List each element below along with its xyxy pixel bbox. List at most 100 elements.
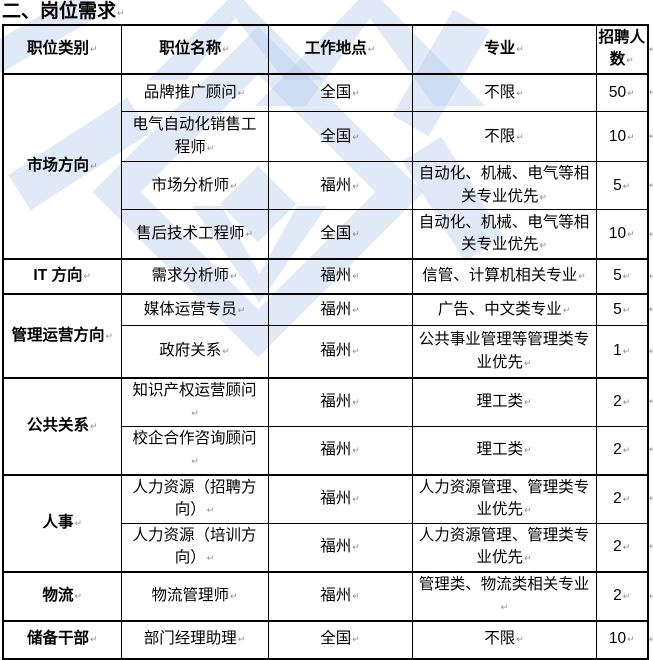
paragraph-mark: ↵ xyxy=(622,397,631,408)
position-name-cell: 部门经理助理↵ xyxy=(120,619,269,660)
row-end-mark: ↵ xyxy=(649,541,653,551)
major-cell: 理工类↵ xyxy=(411,376,597,427)
work-location-cell: 福州↵ xyxy=(267,161,413,211)
major-cell: 自动化、机械、电气等相关专业优先↵ xyxy=(411,161,597,211)
paragraph-mark: ↵ xyxy=(89,421,98,432)
row-end-mark: ↵ xyxy=(649,180,653,190)
paragraph-mark: ↵ xyxy=(627,131,635,142)
major-cell: 广告、中文类专业↵ xyxy=(411,292,597,327)
paragraph-mark: ↵ xyxy=(500,602,509,613)
paragraph-mark: ↵ xyxy=(622,590,631,601)
headcount-cell: 10↵ xyxy=(595,111,649,163)
major-cell: 公共事业管理等管理类专业优先↵ xyxy=(411,325,597,379)
paragraph-mark: ↵ xyxy=(206,505,215,516)
paragraph-mark: ↵ xyxy=(352,590,360,601)
paragraph-mark: ↵ xyxy=(245,228,254,239)
table-row: 校企合作咨询顾问↵ 福州↵ 理工类↵ 2↵ xyxy=(3,425,649,476)
headcount-cell: 2↵ xyxy=(595,473,649,524)
category-cell: 物流↵ xyxy=(2,570,122,622)
major-cell: 人力资源管理、管理类专业优先↵ xyxy=(411,473,597,524)
paragraph-mark: ↵ xyxy=(622,445,631,456)
paragraph-mark: ↵ xyxy=(622,493,631,504)
paragraph-mark: ↵ xyxy=(191,408,199,419)
row-end-mark: ↵ xyxy=(649,346,653,356)
table-row: 公共关系↵ 知识产权运营顾问↵ 福州↵ 理工类↵ 2↵ xyxy=(2,376,649,476)
row-end-mark: ↵ xyxy=(649,131,653,141)
row-end-mark: ↵ xyxy=(649,590,653,601)
table-row: 物流↵ 物流管理师↵ 福州↵ 管理类、物流类相关专业↵ 2↵ xyxy=(2,570,649,622)
row-end-mark: ↵ xyxy=(649,444,653,454)
table-row: 电气自动化销售工程师↵ 全国↵ 不限↵ 10↵ xyxy=(3,111,649,163)
row-end-mark: ↵ xyxy=(649,228,653,239)
header-headcount: 招聘人数↵ xyxy=(595,24,649,75)
paragraph-mark: ↵ xyxy=(627,634,635,645)
paragraph-mark: ↵ xyxy=(352,180,360,191)
job-requirements-table: 职位类别↵ 职位名称↵ 工作地点↵ 专业↵ 招聘人数↵ 市场方向↵ 品牌推广顾问↵… xyxy=(2,24,649,660)
paragraph-mark: ↵ xyxy=(74,590,83,601)
paragraph-mark: ↵ xyxy=(105,330,114,341)
row-end-mark: ↵ xyxy=(649,270,653,281)
category-cell: 储备干部↵ xyxy=(2,619,122,660)
section-title-text: 二、岗位需求 xyxy=(2,1,117,22)
paragraph-mark: ↵ xyxy=(229,180,238,191)
table-row: 市场方向↵ 品牌推广顾问↵ 全国↵ 不限↵ 50↵ xyxy=(2,72,649,260)
paragraph-mark: ↵ xyxy=(516,131,524,142)
paragraph-mark: ↵ xyxy=(516,44,524,55)
work-location-cell: 全国↵ xyxy=(267,72,413,113)
headcount-cell: 5↵ xyxy=(595,257,649,295)
paragraph-mark: ↵ xyxy=(622,271,631,282)
table-row: 政府关系↵ 福州↵ 公共事业管理等管理类专业优先↵ 1↵ xyxy=(3,325,649,379)
paragraph-mark: ↵ xyxy=(523,445,532,456)
paragraph-mark: ↵ xyxy=(83,271,92,282)
row-end-mark: ↵ xyxy=(649,634,653,644)
paragraph-mark: ↵ xyxy=(352,445,360,456)
paragraph-mark: ↵ xyxy=(622,304,631,315)
paragraph-mark: ↵ xyxy=(206,553,215,564)
paragraph-mark: ↵ xyxy=(352,271,360,282)
row-end-mark: ↵ xyxy=(649,396,653,406)
header-category: 职位类别↵ xyxy=(2,24,122,75)
paragraph-mark: ↵ xyxy=(117,8,125,18)
major-cell: 不限↵ xyxy=(411,72,597,113)
paragraph-mark: ↵ xyxy=(622,541,631,552)
headcount-cell: 5↵ xyxy=(595,292,649,327)
major-cell: 人力资源管理、管理类专业优先↵ xyxy=(411,522,597,573)
work-location-cell: 福州↵ xyxy=(267,570,413,622)
paragraph-mark: ↵ xyxy=(89,634,98,645)
headcount-cell: 10↵ xyxy=(595,619,649,660)
paragraph-mark: ↵ xyxy=(627,87,635,98)
paragraph-mark: ↵ xyxy=(229,590,238,601)
major-cell: 不限↵ xyxy=(411,619,597,660)
work-location-cell: 福州↵ xyxy=(267,425,413,476)
paragraph-mark: ↵ xyxy=(89,161,98,172)
paragraph-mark: ↵ xyxy=(352,541,360,552)
headcount-cell: 2↵ xyxy=(595,522,649,573)
table-row: IT 方向↵ 需求分析师↵ 福州↵ 信管、计算机相关专业↵ 5↵ xyxy=(2,257,649,295)
headcount-cell: 50↵ xyxy=(595,72,649,113)
paragraph-mark: ↵ xyxy=(523,397,532,408)
row-end-mark: ↵ xyxy=(649,43,653,54)
position-name-cell: 市场分析师↵ xyxy=(120,161,269,211)
table-row: 人事↵ 人力资源（招聘方向）↵ 福州↵ 人力资源管理、管理类专业优先↵ 2↵ xyxy=(2,473,649,573)
paragraph-mark: ↵ xyxy=(539,191,548,202)
category-cell: IT 方向↵ xyxy=(2,257,122,295)
paragraph-mark: ↵ xyxy=(352,346,360,357)
paragraph-mark: ↵ xyxy=(627,228,635,239)
section-title: 二、岗位需求↵ xyxy=(2,0,125,25)
work-location-cell: 福州↵ xyxy=(267,376,413,427)
paragraph-mark: ↵ xyxy=(229,271,238,282)
paragraph-mark: ↵ xyxy=(352,87,360,98)
paragraph-mark: ↵ xyxy=(237,87,246,98)
position-name-cell: 电气自动化销售工程师↵ xyxy=(120,111,269,163)
paragraph-mark: ↵ xyxy=(539,240,548,251)
position-name-cell: 知识产权运营顾问↵ xyxy=(120,376,269,427)
major-cell: 管理类、物流类相关专业↵ xyxy=(411,570,597,622)
position-name-cell: 校企合作咨询顾问↵ xyxy=(120,425,269,476)
position-name-cell: 政府关系↵ xyxy=(120,325,269,379)
major-cell: 信管、计算机相关专业↵ xyxy=(411,257,597,295)
category-cell: 市场方向↵ xyxy=(2,72,122,260)
headcount-cell: 1↵ xyxy=(595,325,649,379)
paragraph-mark: ↵ xyxy=(626,55,634,66)
paragraph-mark: ↵ xyxy=(562,304,571,315)
